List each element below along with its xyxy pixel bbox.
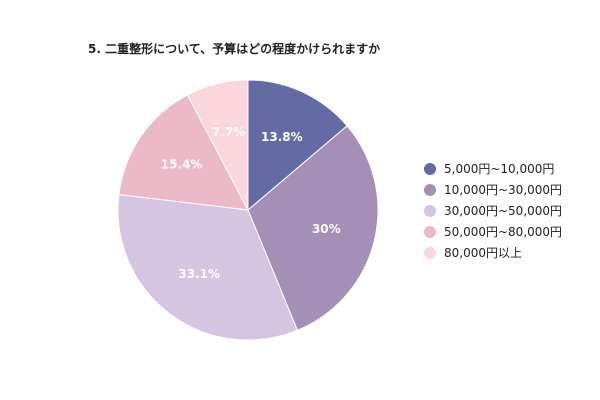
slice-value-label: 30% bbox=[312, 222, 341, 236]
legend-label: 10,000円~30,000円 bbox=[444, 183, 563, 197]
chart-legend: 5,000円~10,000円 10,000円~30,000円 30,000円~50,… bbox=[424, 158, 562, 263]
legend-item: 50,000円~80,000円 bbox=[424, 221, 562, 242]
slice-value-label: 13.8% bbox=[261, 130, 303, 144]
legend-swatch bbox=[424, 246, 436, 259]
slice-value-label: 7.7% bbox=[212, 125, 245, 139]
pie-slice bbox=[247, 125, 379, 331]
legend-item: 30,000円~50,000円 bbox=[424, 200, 562, 221]
legend-label: 80,000円以上 bbox=[444, 246, 522, 260]
chart-title: 5. 二重整形について、予算はどの程度かけられますか bbox=[88, 42, 381, 56]
legend-item: 10,000円~30,000円 bbox=[424, 179, 562, 200]
pie-slice bbox=[186, 79, 249, 211]
legend-item: 80,000円以上 bbox=[424, 242, 562, 263]
legend-swatch bbox=[424, 204, 436, 217]
legend-swatch bbox=[424, 225, 436, 238]
legend-swatch bbox=[424, 183, 436, 196]
pie-slice bbox=[247, 79, 348, 212]
legend-label: 30,000円~50,000円 bbox=[444, 204, 563, 218]
slice-value-label: 15.4% bbox=[161, 157, 203, 171]
pie-slice bbox=[118, 94, 249, 211]
legend-item: 5,000円~10,000円 bbox=[424, 158, 562, 179]
slice-value-label: 33.1% bbox=[178, 267, 220, 281]
pie-slice bbox=[117, 193, 299, 341]
legend-label: 5,000円~10,000円 bbox=[444, 162, 555, 176]
legend-label: 50,000円~80,000円 bbox=[444, 225, 563, 239]
legend-swatch bbox=[424, 162, 436, 175]
